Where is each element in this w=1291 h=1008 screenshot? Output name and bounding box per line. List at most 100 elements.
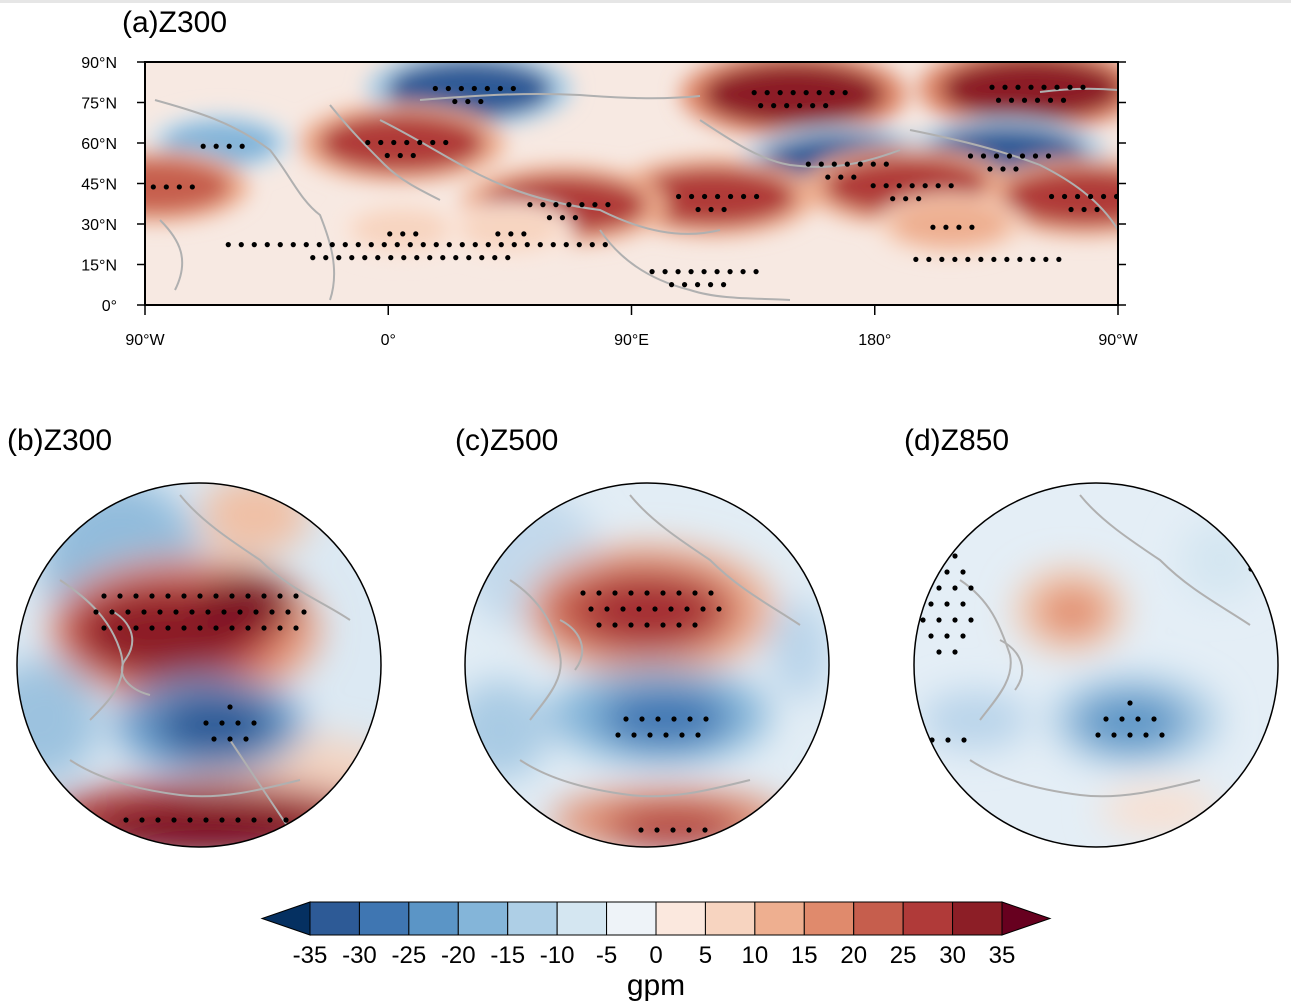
panel-d-stipple-dot — [960, 569, 966, 575]
panel-b-stipple-dot — [149, 625, 155, 631]
panel-d-stipple-dot — [1127, 700, 1133, 706]
panel-a-stipple-dot — [479, 255, 485, 261]
panel-a-stipple-dot — [251, 242, 257, 248]
panel-c-stipple-dot — [663, 732, 669, 738]
panel-a-stipple-dot — [1113, 193, 1118, 200]
panel-a-stipple-dot — [1087, 193, 1094, 200]
panel-a-stipple-dot — [753, 193, 760, 200]
panel-c-stipple-dot — [638, 827, 644, 833]
colorbar-min-arrow — [260, 901, 311, 936]
panel-a-stipple-dot — [1002, 84, 1008, 90]
panel-a-stipple-dot — [714, 269, 720, 275]
panel-a-stipple-dot — [433, 242, 439, 248]
panel-b-stipple-dot — [251, 817, 257, 823]
panel-b-stipple-dot — [117, 593, 123, 599]
panel-a-stipple-dot — [492, 255, 498, 261]
panel-c-stipple-dot — [708, 590, 714, 596]
panel-c-stipple-dot — [670, 827, 676, 833]
panel-a-stipple-dot — [1008, 97, 1015, 103]
panel-c-title: (c)Z500 — [455, 424, 559, 457]
panel-a-stipple-dot — [851, 174, 857, 180]
panel-a-stipple-dot — [842, 90, 848, 96]
panel-a-stipple-dot — [909, 183, 915, 189]
panel-a-stipple-dot — [649, 269, 655, 275]
panel-a-stipple-dot — [401, 255, 407, 261]
panel-b-stipple-dot — [133, 625, 139, 631]
panel-b-stipple-dot — [213, 625, 219, 631]
panel-a-stipple-dot — [978, 256, 984, 262]
panel-a-stipple-dot — [407, 242, 413, 248]
colorbar-tick-label: 5 — [699, 942, 712, 969]
panel-b-frame — [16, 482, 382, 848]
panel-a-stipple-dot — [505, 255, 511, 261]
panel-a-map: 90°N 75°N 60°N 45°N 30°N 15°N 0° 90°W 0° 90°E 180°… — [81, 55, 1138, 349]
panel-a-stipple-dot — [883, 161, 889, 167]
panel-a-stipple-dot — [458, 85, 464, 92]
panel-a-stipple-dot — [592, 202, 598, 208]
panel-a-stipple-dot — [163, 184, 169, 190]
panel-a-stipple-dot — [1043, 256, 1049, 262]
panel-a-stipple-dot — [527, 202, 533, 208]
panel-d-stipple-dot — [1151, 716, 1157, 722]
panel-a-stipple-dot — [355, 242, 361, 248]
panel-a-stipple-dot — [445, 85, 451, 92]
panel-a-stipple-dot — [989, 84, 995, 90]
panel-a-stipple-dot — [452, 98, 458, 105]
panel-d-stipple-dot — [1127, 732, 1133, 738]
panel-a-stipple-dot — [831, 161, 837, 167]
panel-a-stipple-dot — [1127, 194, 1132, 199]
panel-b-stipple-dot — [157, 609, 163, 615]
panel-d-stipple-dot — [968, 617, 974, 623]
panel-b-stipple-dot — [125, 609, 131, 615]
panel-a-stipple-dot — [939, 256, 945, 262]
panel-a-stipple-dot — [404, 139, 410, 146]
panel-d-stipple-dot — [936, 649, 942, 655]
panel-a-stipple-dot — [524, 242, 530, 248]
panel-c-stipple-dot — [676, 622, 682, 628]
panel-b-stipple-dot — [267, 817, 273, 823]
panel-a-stipple-dot — [576, 242, 582, 248]
panel-c-stipple-dot — [679, 732, 685, 738]
panel-d-stipple-dot — [961, 737, 967, 743]
panel-a-stipple-dot — [930, 224, 936, 230]
colorbar-tick-label: -5 — [596, 942, 617, 969]
panel-d-stipple-dot — [960, 601, 966, 607]
panel-a-stipple-dot — [764, 90, 770, 96]
panel-b-stipple-dot — [101, 625, 107, 631]
colorbar-tick-label: -35 — [293, 942, 328, 969]
x-tick-label: 90°W — [1098, 332, 1138, 349]
panel-c-stipple-dot — [692, 622, 698, 628]
colorbar-max-arrow — [1001, 901, 1052, 936]
panel-a-stipple-dot — [495, 231, 501, 237]
panel-a-stipple-dot — [1013, 166, 1019, 172]
panel-a-stipple-dot — [138, 184, 143, 189]
colorbar-tick-label: -25 — [392, 942, 427, 969]
panel-a-stipple-dot — [225, 242, 231, 248]
panel-a-stipple-dot — [1081, 206, 1087, 213]
panel-a-stipple-dot — [701, 269, 707, 275]
panel-a-anomaly-center — [891, 201, 1010, 247]
panel-b-stipple-dot — [227, 736, 233, 742]
panel-c-stipple-dot — [654, 827, 660, 833]
panel-a-stipple-dot — [1028, 84, 1034, 90]
panel-a-stipple-dot — [546, 215, 553, 221]
panel-a-stipple-dot — [417, 139, 423, 146]
panel-c-stipple-dot — [639, 716, 645, 722]
panel-c-stipple-dot — [703, 716, 709, 722]
panel-c-stipple-dot — [596, 622, 602, 628]
panel-a-anomaly-center — [350, 208, 453, 250]
panel-c-stipple-dot — [668, 606, 674, 612]
colorbar-swatch — [803, 901, 855, 936]
panel-c-stipple-dot — [700, 606, 706, 612]
panel-a-stipple-dot — [1048, 193, 1055, 200]
panel-a-stipple-dot — [381, 242, 387, 248]
panel-b-title: (b)Z300 — [7, 424, 113, 457]
colorbar-swatch — [902, 901, 954, 936]
panel-a-stipple-dot — [870, 161, 876, 167]
panel-b-stipple-dot — [171, 817, 177, 823]
panel-d-stipple-dot — [936, 553, 942, 559]
panel-a-stipple-dot — [1068, 206, 1074, 213]
colorbar-swatch — [952, 901, 1003, 936]
panel-a-stipple-dot — [675, 193, 682, 200]
